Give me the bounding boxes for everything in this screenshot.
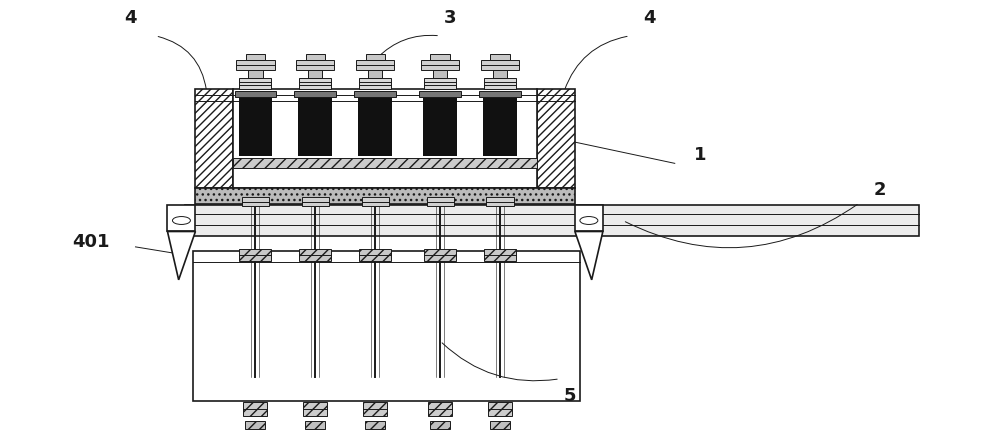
- Bar: [479, 91, 521, 97]
- Text: 401: 401: [72, 233, 109, 251]
- Bar: [359, 78, 391, 89]
- Bar: [294, 91, 336, 97]
- Bar: [433, 70, 447, 78]
- Bar: [239, 249, 271, 262]
- Bar: [195, 187, 575, 204]
- Bar: [356, 60, 394, 70]
- Bar: [490, 54, 510, 60]
- Bar: [248, 70, 263, 78]
- Bar: [195, 89, 233, 187]
- Bar: [424, 78, 456, 89]
- Bar: [537, 89, 575, 187]
- Bar: [354, 91, 396, 97]
- Bar: [488, 402, 512, 416]
- Bar: [299, 249, 331, 262]
- Bar: [484, 78, 516, 89]
- Text: 4: 4: [644, 9, 656, 27]
- Bar: [366, 54, 385, 60]
- Text: 5: 5: [564, 387, 576, 405]
- Bar: [575, 205, 603, 232]
- Bar: [185, 205, 919, 236]
- Text: 4: 4: [124, 9, 137, 27]
- Text: 2: 2: [873, 181, 886, 199]
- Bar: [302, 197, 329, 206]
- Bar: [365, 421, 385, 430]
- Bar: [484, 249, 516, 262]
- Bar: [306, 54, 325, 60]
- Bar: [296, 60, 334, 70]
- Bar: [424, 249, 456, 262]
- Bar: [423, 97, 457, 156]
- Bar: [308, 70, 322, 78]
- Bar: [243, 402, 267, 416]
- Bar: [430, 421, 450, 430]
- Bar: [430, 54, 450, 60]
- Bar: [362, 197, 389, 206]
- Bar: [483, 97, 517, 156]
- Bar: [299, 78, 331, 89]
- Bar: [427, 197, 454, 206]
- Bar: [233, 158, 537, 168]
- Bar: [235, 91, 276, 97]
- Bar: [421, 60, 459, 70]
- Bar: [305, 421, 325, 430]
- Bar: [428, 402, 452, 416]
- Text: 1: 1: [693, 146, 706, 164]
- Bar: [233, 89, 537, 187]
- Bar: [239, 78, 271, 89]
- Bar: [490, 421, 510, 430]
- Text: 3: 3: [444, 9, 456, 27]
- Bar: [242, 197, 269, 206]
- Bar: [245, 421, 265, 430]
- Bar: [419, 91, 461, 97]
- Bar: [298, 97, 332, 156]
- Bar: [167, 205, 195, 232]
- Bar: [368, 70, 382, 78]
- Polygon shape: [575, 232, 603, 280]
- Bar: [236, 60, 275, 70]
- Bar: [246, 54, 265, 60]
- Bar: [193, 251, 580, 401]
- Bar: [363, 402, 387, 416]
- Bar: [486, 197, 514, 206]
- Bar: [303, 402, 327, 416]
- Bar: [359, 249, 391, 262]
- Bar: [481, 60, 519, 70]
- Bar: [239, 97, 272, 156]
- Bar: [493, 70, 507, 78]
- Bar: [358, 97, 392, 156]
- Polygon shape: [167, 232, 195, 280]
